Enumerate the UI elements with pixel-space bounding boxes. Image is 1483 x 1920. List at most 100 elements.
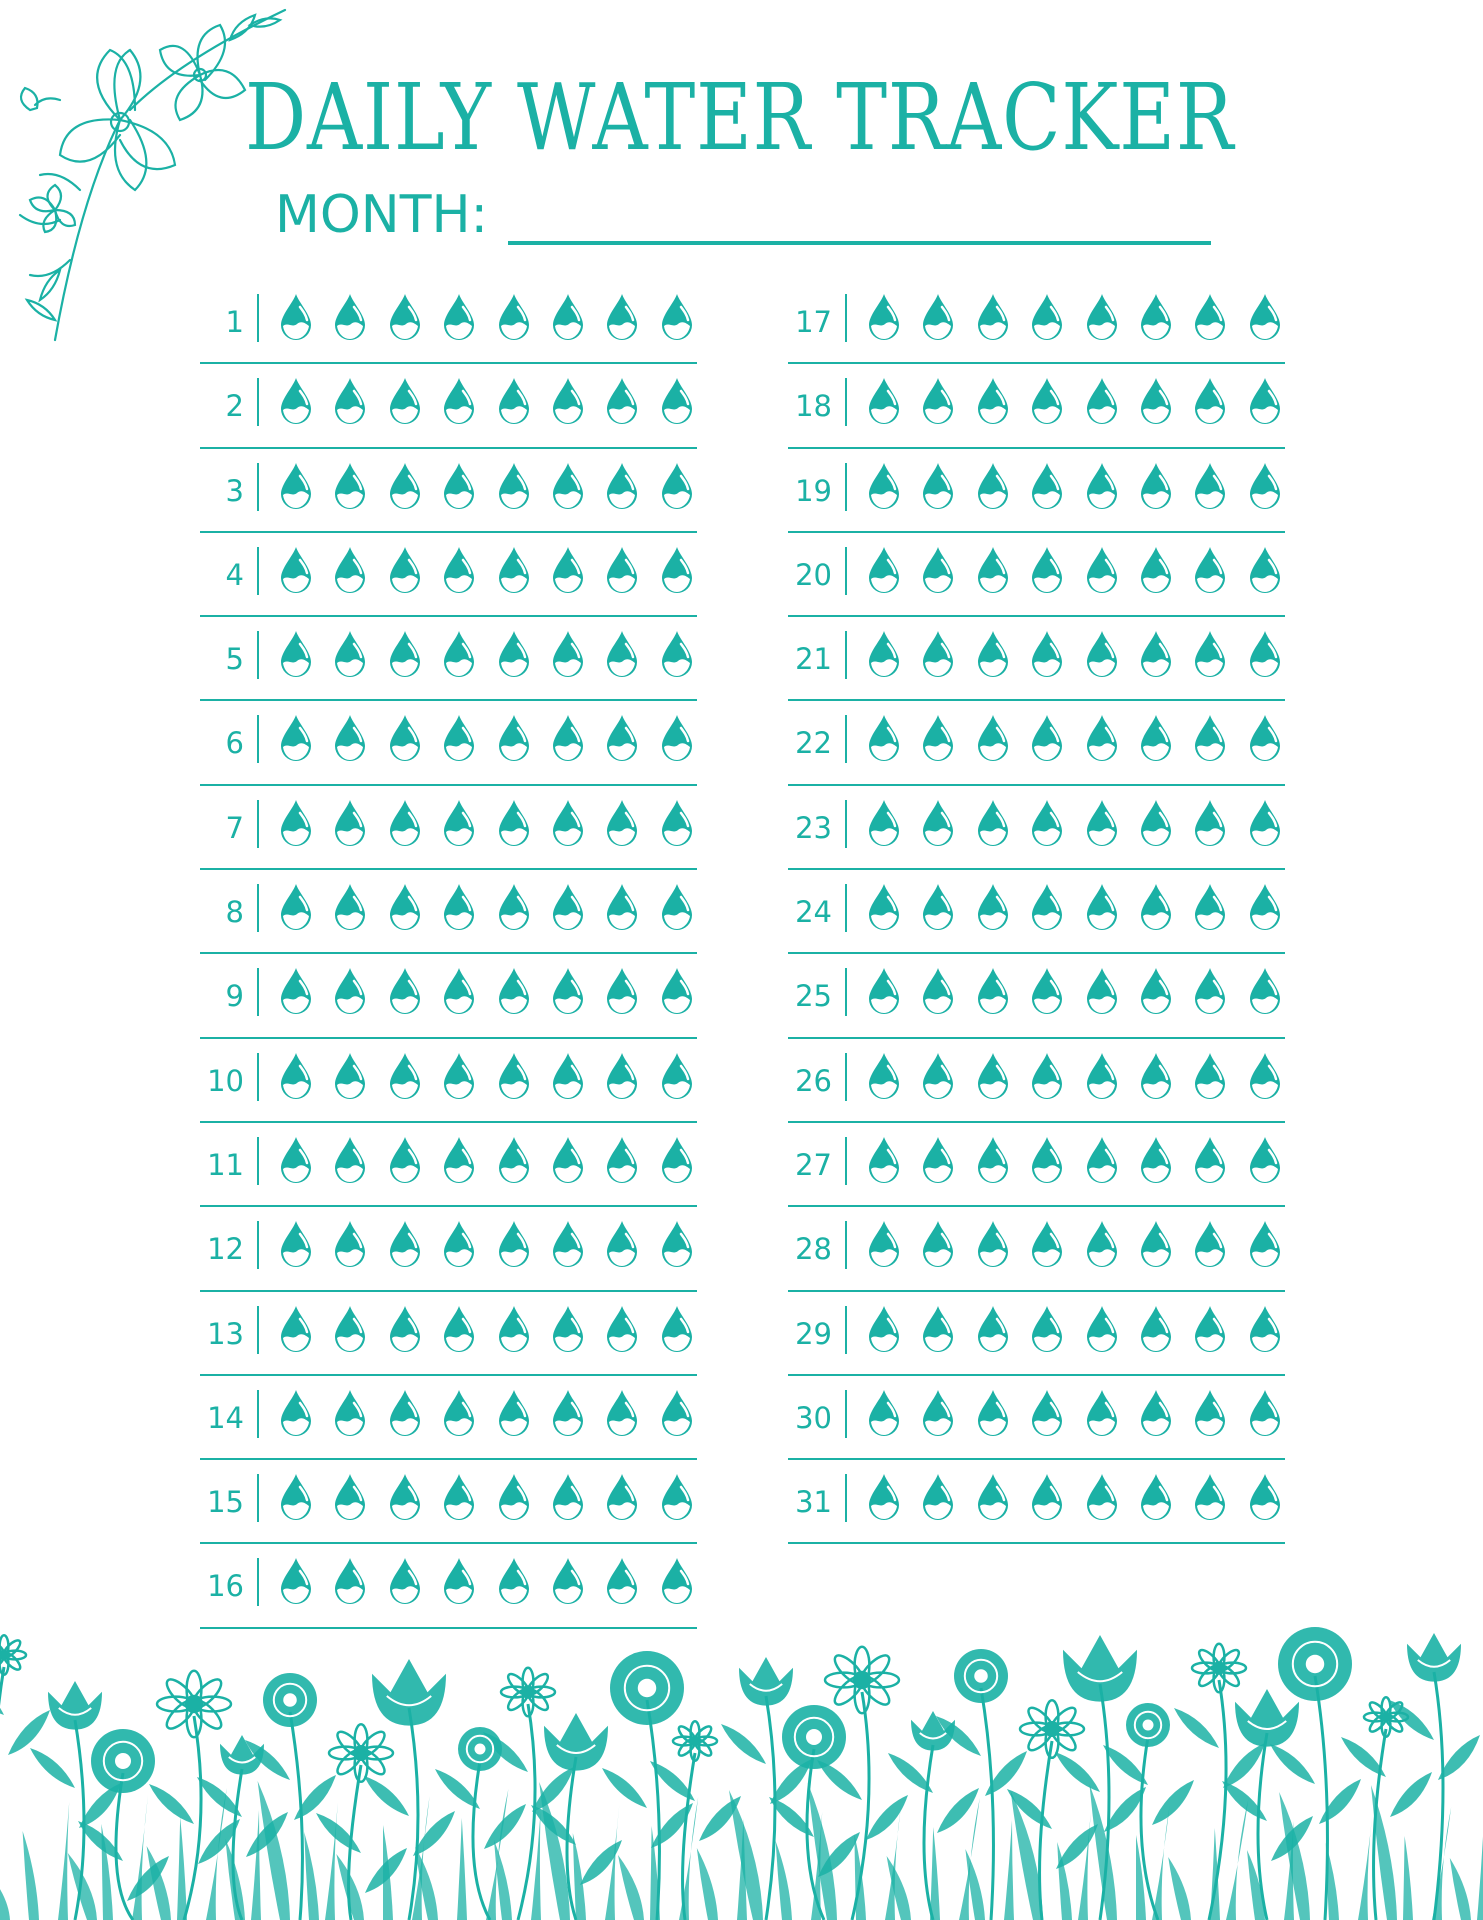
water-drop-icon[interactable]: [442, 1473, 476, 1523]
water-drop-icon[interactable]: [1139, 377, 1173, 427]
water-drop-icon[interactable]: [660, 630, 694, 680]
water-drop-icon[interactable]: [1248, 967, 1282, 1017]
water-drop-icon[interactable]: [1030, 1473, 1064, 1523]
water-drop-icon[interactable]: [551, 883, 585, 933]
water-drop-icon[interactable]: [333, 714, 367, 764]
water-drop-icon[interactable]: [605, 1305, 639, 1355]
water-drop-icon[interactable]: [1248, 1389, 1282, 1439]
water-drop-icon[interactable]: [867, 1305, 901, 1355]
water-drop-icon[interactable]: [1085, 1473, 1119, 1523]
water-drop-icon[interactable]: [388, 1557, 422, 1607]
water-drop-icon[interactable]: [660, 883, 694, 933]
water-drop-icon[interactable]: [660, 377, 694, 427]
water-drop-icon[interactable]: [605, 1557, 639, 1607]
water-drop-icon[interactable]: [1248, 462, 1282, 512]
water-drop-icon[interactable]: [660, 1473, 694, 1523]
water-drop-icon[interactable]: [388, 967, 422, 1017]
water-drop-icon[interactable]: [1193, 967, 1227, 1017]
water-drop-icon[interactable]: [442, 546, 476, 596]
water-drop-icon[interactable]: [1030, 377, 1064, 427]
water-drop-icon[interactable]: [1248, 799, 1282, 849]
water-drop-icon[interactable]: [1248, 630, 1282, 680]
water-drop-icon[interactable]: [333, 630, 367, 680]
water-drop-icon[interactable]: [497, 1473, 531, 1523]
water-drop-icon[interactable]: [976, 1136, 1010, 1186]
water-drop-icon[interactable]: [333, 883, 367, 933]
water-drop-icon[interactable]: [1085, 1136, 1119, 1186]
water-drop-icon[interactable]: [1085, 1305, 1119, 1355]
water-drop-icon[interactable]: [605, 799, 639, 849]
water-drop-icon[interactable]: [333, 1389, 367, 1439]
water-drop-icon[interactable]: [1030, 714, 1064, 764]
water-drop-icon[interactable]: [921, 714, 955, 764]
water-drop-icon[interactable]: [1193, 799, 1227, 849]
water-drop-icon[interactable]: [1030, 1052, 1064, 1102]
water-drop-icon[interactable]: [976, 546, 1010, 596]
water-drop-icon[interactable]: [279, 1473, 313, 1523]
water-drop-icon[interactable]: [388, 883, 422, 933]
water-drop-icon[interactable]: [1193, 293, 1227, 343]
water-drop-icon[interactable]: [1085, 462, 1119, 512]
water-drop-icon[interactable]: [333, 462, 367, 512]
water-drop-icon[interactable]: [1030, 1305, 1064, 1355]
water-drop-icon[interactable]: [1030, 967, 1064, 1017]
water-drop-icon[interactable]: [1139, 883, 1173, 933]
water-drop-icon[interactable]: [497, 293, 531, 343]
water-drop-icon[interactable]: [1139, 714, 1173, 764]
water-drop-icon[interactable]: [279, 967, 313, 1017]
water-drop-icon[interactable]: [867, 1389, 901, 1439]
water-drop-icon[interactable]: [442, 377, 476, 427]
water-drop-icon[interactable]: [921, 462, 955, 512]
water-drop-icon[interactable]: [1139, 1052, 1173, 1102]
water-drop-icon[interactable]: [551, 546, 585, 596]
water-drop-icon[interactable]: [1248, 714, 1282, 764]
water-drop-icon[interactable]: [1139, 967, 1173, 1017]
water-drop-icon[interactable]: [921, 799, 955, 849]
water-drop-icon[interactable]: [442, 967, 476, 1017]
water-drop-icon[interactable]: [333, 967, 367, 1017]
water-drop-icon[interactable]: [333, 377, 367, 427]
water-drop-icon[interactable]: [1030, 293, 1064, 343]
water-drop-icon[interactable]: [660, 714, 694, 764]
water-drop-icon[interactable]: [976, 630, 1010, 680]
water-drop-icon[interactable]: [279, 799, 313, 849]
water-drop-icon[interactable]: [976, 1220, 1010, 1270]
water-drop-icon[interactable]: [921, 967, 955, 1017]
water-drop-icon[interactable]: [976, 799, 1010, 849]
water-drop-icon[interactable]: [921, 1220, 955, 1270]
water-drop-icon[interactable]: [660, 1136, 694, 1186]
water-drop-icon[interactable]: [279, 293, 313, 343]
water-drop-icon[interactable]: [605, 714, 639, 764]
water-drop-icon[interactable]: [1030, 883, 1064, 933]
water-drop-icon[interactable]: [867, 462, 901, 512]
water-drop-icon[interactable]: [551, 1389, 585, 1439]
water-drop-icon[interactable]: [1193, 1473, 1227, 1523]
water-drop-icon[interactable]: [1030, 630, 1064, 680]
water-drop-icon[interactable]: [551, 1305, 585, 1355]
water-drop-icon[interactable]: [605, 546, 639, 596]
water-drop-icon[interactable]: [551, 1052, 585, 1102]
water-drop-icon[interactable]: [605, 1473, 639, 1523]
water-drop-icon[interactable]: [388, 462, 422, 512]
water-drop-icon[interactable]: [497, 546, 531, 596]
water-drop-icon[interactable]: [1193, 546, 1227, 596]
water-drop-icon[interactable]: [867, 1052, 901, 1102]
water-drop-icon[interactable]: [867, 714, 901, 764]
water-drop-icon[interactable]: [1248, 1136, 1282, 1186]
water-drop-icon[interactable]: [279, 462, 313, 512]
water-drop-icon[interactable]: [605, 1389, 639, 1439]
water-drop-icon[interactable]: [333, 293, 367, 343]
water-drop-icon[interactable]: [976, 377, 1010, 427]
water-drop-icon[interactable]: [551, 1557, 585, 1607]
water-drop-icon[interactable]: [1193, 883, 1227, 933]
water-drop-icon[interactable]: [1085, 1389, 1119, 1439]
water-drop-icon[interactable]: [660, 799, 694, 849]
water-drop-icon[interactable]: [605, 967, 639, 1017]
water-drop-icon[interactable]: [1139, 1473, 1173, 1523]
water-drop-icon[interactable]: [1085, 1052, 1119, 1102]
water-drop-icon[interactable]: [976, 1052, 1010, 1102]
water-drop-icon[interactable]: [497, 1052, 531, 1102]
water-drop-icon[interactable]: [867, 630, 901, 680]
water-drop-icon[interactable]: [279, 1305, 313, 1355]
water-drop-icon[interactable]: [279, 1389, 313, 1439]
